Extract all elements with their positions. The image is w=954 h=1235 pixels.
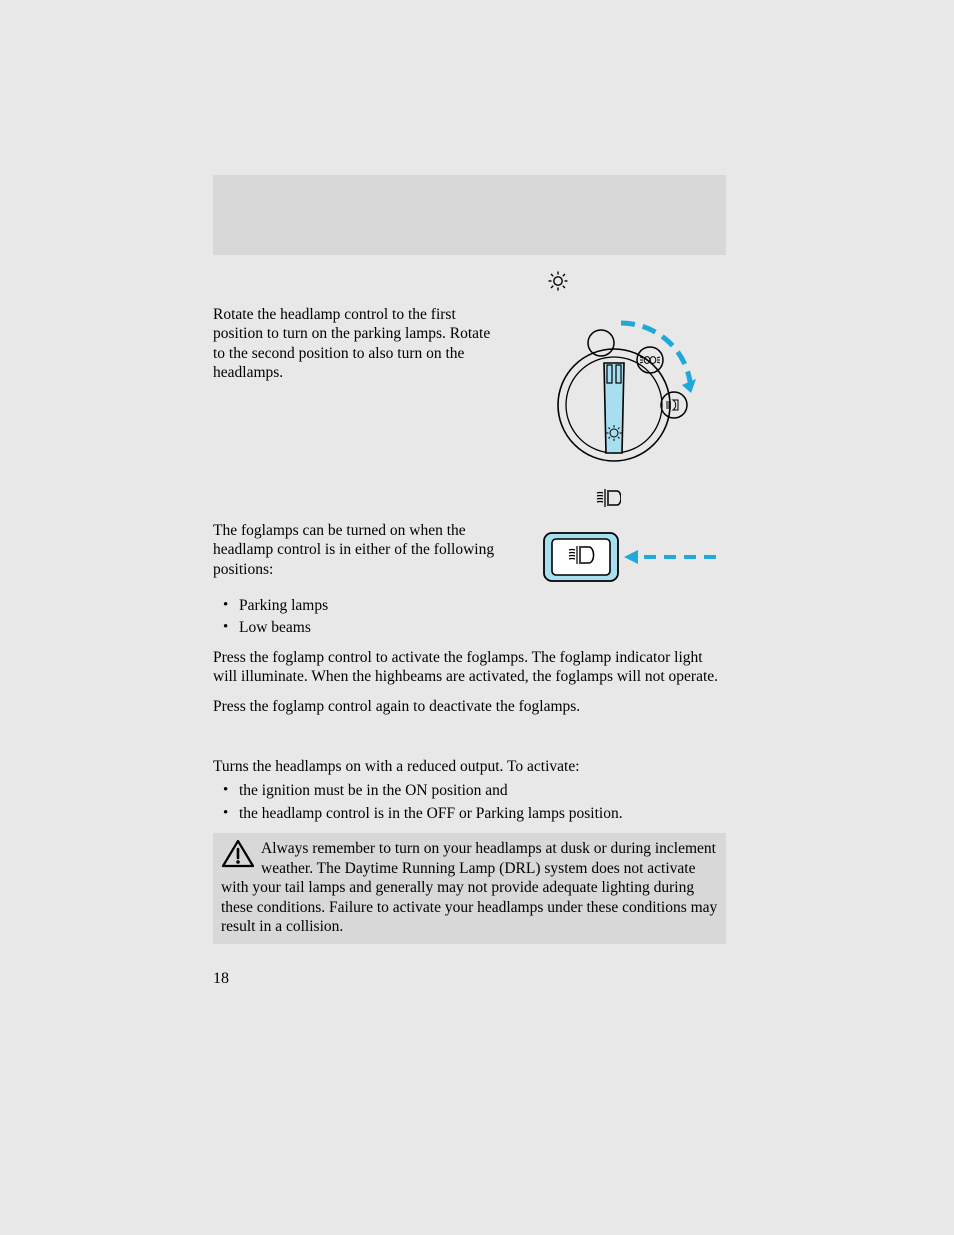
sun-icon [547,270,569,297]
body-text: Press the foglamp control again to deact… [213,697,726,716]
section-heading-row: HEADLAMP CONTROL [213,270,726,297]
chapter-header-bar [213,175,726,255]
list-item: Low beams [239,617,726,639]
foglamp-button-diagram [526,521,726,591]
section-drl: DAYTIME RUNNING LAMPS (DRL) (IF EQUIPPED… [213,734,726,944]
drl-conditions-list: the ignition must be in the ON position … [213,780,726,825]
section-foglamp-control: FOGLAMP CONTROL (IF EQUIPPED) The foglam… [213,488,726,716]
two-column-row: The foglamps can be turned on when the h… [213,521,726,591]
page: HEADLAMP CONTROL [0,0,954,1235]
section-heading-row: FOGLAMP CONTROL (IF EQUIPPED) [213,488,726,513]
body-text: Press the foglamp control to activate th… [213,648,726,687]
body-text: Turns the headlamps on with a reduced ou… [213,757,726,776]
headlamp-dial-diagram [526,305,726,480]
warning-callout: Always remember to turn on your headlamp… [213,833,726,944]
body-text: Rotate the headlamp control to the first… [213,305,506,383]
warning-icon [221,839,255,874]
intro-text: The foglamps can be turned on when the h… [213,521,506,579]
two-column-row: Rotate the headlamp control to the first… [213,305,726,480]
page-number: 18 [213,970,229,988]
foglamp-positions-list: Parking lamps Low beams [213,595,726,640]
warning-text: Always remember to turn on your headlamp… [221,840,717,935]
list-item: the ignition must be in the ON position … [239,780,726,802]
list-item: Parking lamps [239,595,726,617]
content-area: HEADLAMP CONTROL [213,270,726,962]
list-item: the headlamp control is in the OFF or Pa… [239,803,726,825]
foglamp-icon [595,488,621,513]
section-headlamp-control: HEADLAMP CONTROL [213,270,726,480]
